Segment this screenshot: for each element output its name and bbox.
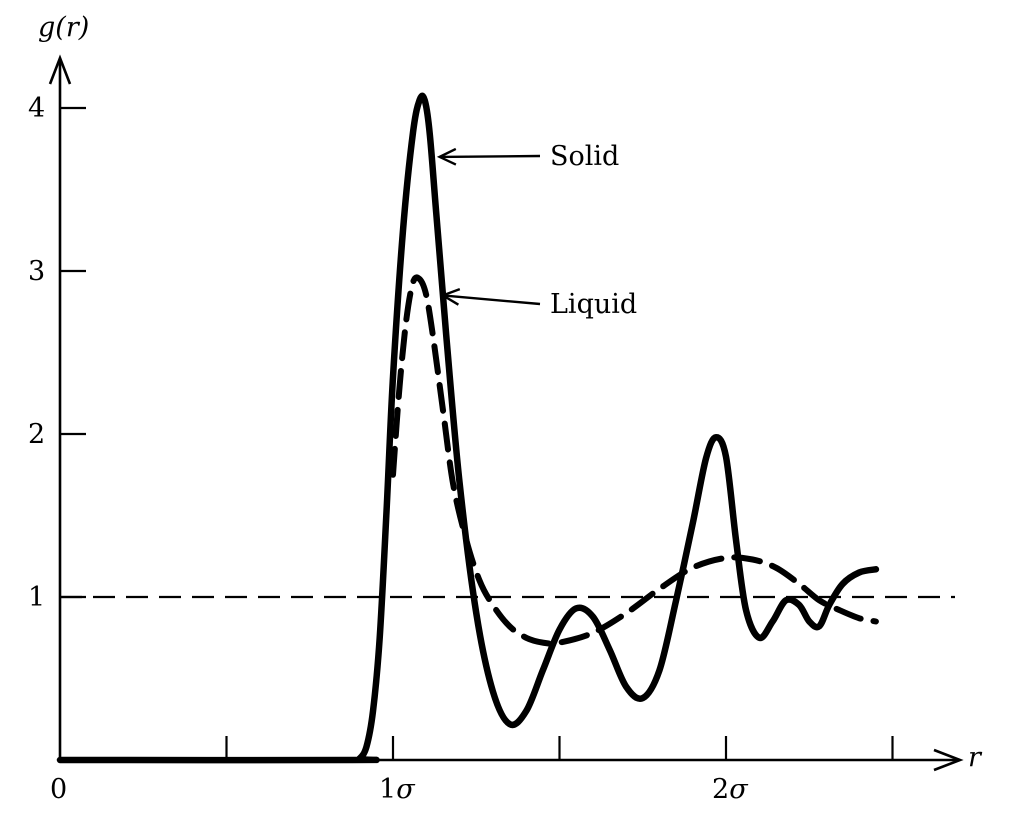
annotation-solid-label: Solid (550, 141, 619, 172)
annotation-solid-pointer (439, 154, 541, 159)
annotation-liquid-label: Liquid (550, 289, 637, 320)
y-tick-label-2: 2 (28, 419, 45, 450)
x-axis-label: r (968, 742, 983, 773)
annotation-solid: Solid (436, 141, 619, 172)
y-tick-label-1: 1 (28, 582, 45, 613)
x-tick-label-1sigma: 1σ (379, 774, 416, 805)
annotation-liquid-pointer (442, 294, 541, 306)
y-axis-label: g(r) (38, 12, 89, 43)
annotation-liquid-arrowhead (440, 287, 461, 306)
y-tick-label-3: 3 (28, 256, 45, 287)
x-tick-label-0: 0 (50, 774, 67, 805)
x-ticks: 0 1σ 2σ (50, 736, 894, 805)
annotation-liquid: Liquid (440, 287, 637, 320)
y-tick-label-4: 4 (28, 93, 45, 124)
y-ticks: 1 2 3 4 (28, 93, 86, 613)
series-solid-line (56, 92, 880, 764)
x-tick-label-2sigma: 2σ (712, 774, 749, 805)
annotation-solid-arrowhead (436, 147, 457, 166)
x-axis-arrowhead (933, 748, 964, 772)
series-liquid-line (390, 274, 879, 647)
y-axis-arrowhead (48, 54, 72, 85)
